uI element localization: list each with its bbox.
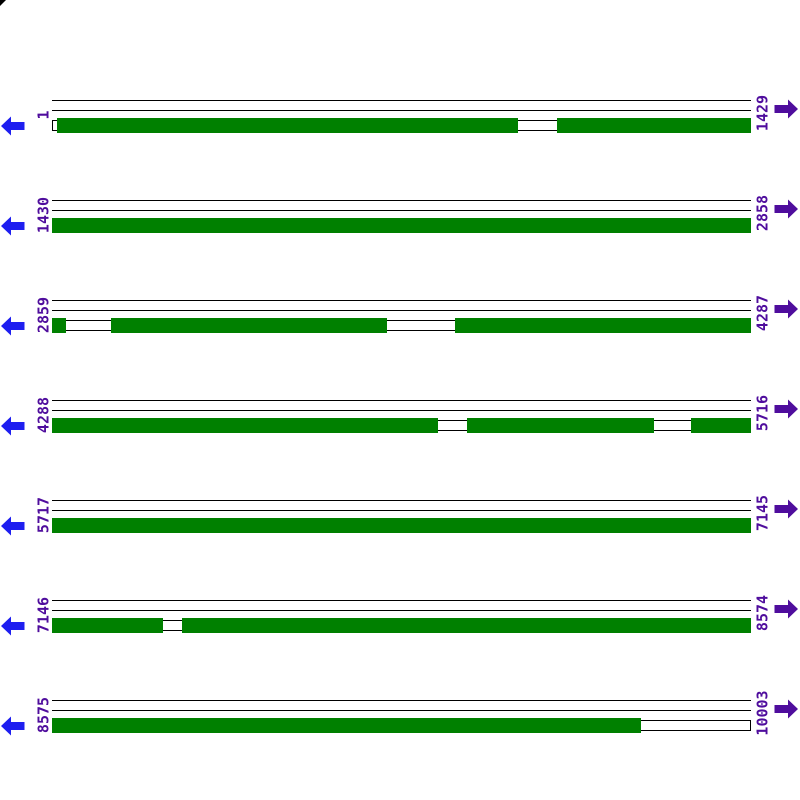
left-arrow-icon[interactable]: [1, 415, 25, 437]
ruler-line-top: [52, 600, 751, 601]
row-end-coordinate: 8574: [753, 594, 772, 632]
right-arrow-icon[interactable]: [774, 198, 798, 220]
left-arrow-icon[interactable]: [1, 715, 25, 737]
aligned-segment: [557, 118, 751, 133]
row-start-coordinate: 4288: [34, 396, 53, 434]
row-start-coordinate: 7146: [34, 596, 53, 634]
alignment-track: [52, 518, 751, 533]
ruler-line-top: [52, 500, 751, 501]
left-arrow-icon[interactable]: [1, 615, 25, 637]
aligned-segment: [691, 418, 751, 433]
aligned-segment: [52, 718, 641, 733]
alignment-row: 7146 8574: [0, 595, 800, 656]
ruler-line-bottom: [52, 710, 751, 711]
alignment-row: 5717 7145: [0, 495, 800, 556]
ruler-line-bottom: [52, 410, 751, 411]
alignment-row: 8575 10003: [0, 690, 800, 756]
alignment-row: 4288 5716: [0, 395, 800, 456]
aligned-segment: [455, 318, 751, 333]
ruler-line-bottom: [52, 210, 751, 211]
right-arrow-icon[interactable]: [774, 598, 798, 620]
ruler-line-bottom: [52, 110, 751, 111]
row-end-coordinate: 2858: [753, 194, 772, 232]
row-start-coordinate: 5717: [34, 496, 53, 534]
aligned-segment: [182, 618, 751, 633]
left-arrow-icon[interactable]: [1, 115, 25, 137]
alignment-row: 2859 4287: [0, 295, 800, 356]
row-end-coordinate: 4287: [753, 294, 772, 332]
left-arrow-icon[interactable]: [1, 215, 25, 237]
ruler-line-top: [52, 200, 751, 201]
ruler-line-bottom: [52, 610, 751, 611]
alignment-track: [52, 318, 751, 333]
row-end-coordinate: 5716: [753, 394, 772, 432]
right-arrow-icon[interactable]: [774, 698, 798, 720]
ruler-line-top: [52, 300, 751, 301]
row-start-coordinate: 8575: [34, 696, 53, 734]
row-start-coordinate: 2859: [34, 296, 53, 334]
alignment-track: [52, 418, 751, 433]
right-arrow-icon[interactable]: [774, 398, 798, 420]
alignment-track: [52, 618, 751, 633]
aligned-segment: [52, 418, 438, 433]
alignment-track: [52, 718, 751, 733]
aligned-segment: [52, 618, 163, 633]
ruler-line-bottom: [52, 310, 751, 311]
row-end-coordinate: 1429: [753, 94, 772, 132]
ruler-line-top: [52, 700, 751, 701]
ruler-line-top: [52, 400, 751, 401]
right-arrow-icon[interactable]: [774, 498, 798, 520]
right-arrow-icon[interactable]: [774, 298, 798, 320]
aligned-segment: [111, 318, 387, 333]
right-arrow-icon[interactable]: [774, 98, 798, 120]
left-arrow-icon[interactable]: [1, 315, 25, 337]
clipped-corner-glyph: [0, 0, 6, 6]
alignment-track: [52, 118, 751, 133]
alignment-row: 1430 2858: [0, 195, 800, 256]
row-start-coordinate: 1: [34, 110, 53, 120]
aligned-segment: [52, 218, 751, 233]
aligned-segment: [52, 518, 751, 533]
aligned-segment: [57, 118, 518, 133]
aligned-segment: [467, 418, 654, 433]
ruler-line-top: [52, 100, 751, 101]
aligned-segment: [52, 318, 66, 333]
row-start-coordinate: 1430: [34, 196, 53, 234]
row-end-coordinate: 10003: [753, 690, 772, 736]
alignment-row: 1 1429: [0, 95, 800, 156]
alignment-track: [52, 218, 751, 233]
left-arrow-icon[interactable]: [1, 515, 25, 537]
ruler-line-bottom: [52, 510, 751, 511]
row-end-coordinate: 7145: [753, 494, 772, 532]
